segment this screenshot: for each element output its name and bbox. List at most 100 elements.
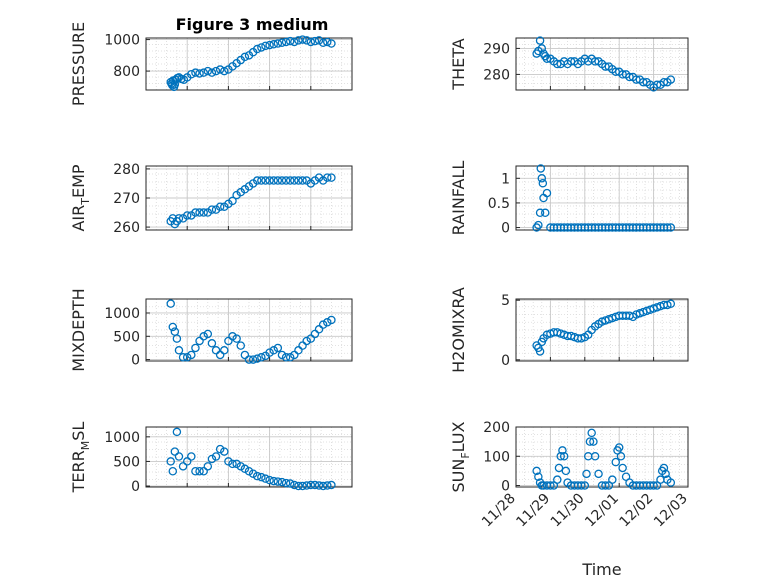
- data-point: [228, 332, 237, 341]
- data-point: [285, 353, 295, 362]
- data-point: [207, 68, 217, 77]
- data-point: [240, 464, 250, 474]
- series-markers: [532, 299, 676, 356]
- y-tick-label: 0.5: [488, 196, 510, 212]
- data-point: [199, 332, 208, 341]
- data-point: [290, 176, 299, 185]
- data-point: [310, 480, 320, 490]
- data-point: [224, 457, 233, 466]
- data-point: [261, 41, 270, 51]
- data-point: [601, 481, 610, 490]
- y-tick-label: 0: [131, 353, 140, 369]
- data-point: [580, 481, 590, 490]
- data-point: [666, 223, 676, 232]
- data-point: [318, 38, 328, 47]
- data-point: [594, 469, 603, 479]
- data-point: [257, 176, 266, 185]
- data-point: [261, 176, 270, 185]
- y-tick-label: 0: [501, 353, 510, 369]
- data-point: [323, 318, 332, 327]
- y-tick-label: 260: [113, 220, 140, 236]
- data-point: [666, 75, 676, 84]
- data-point: [265, 475, 274, 485]
- y-axis-label: PRESSURE: [69, 22, 88, 106]
- data-point: [294, 346, 303, 355]
- data-point: [661, 469, 670, 479]
- data-point: [172, 334, 182, 343]
- data-point: [281, 478, 291, 488]
- data-point: [220, 447, 229, 456]
- subplot-1: 800 1000 PRESSURE: [69, 22, 353, 106]
- data-point: [182, 211, 192, 220]
- data-point: [589, 437, 598, 446]
- data-point: [323, 173, 332, 182]
- data-point: [306, 37, 316, 47]
- data-point: [277, 350, 287, 360]
- data-point: [211, 66, 221, 76]
- data-point: [659, 463, 669, 473]
- data-point: [582, 469, 591, 479]
- data-point: [611, 457, 621, 467]
- y-tick-label: 1000: [104, 430, 140, 446]
- data-point: [172, 427, 182, 437]
- data-point: [224, 336, 233, 346]
- data-point: [215, 350, 225, 360]
- y-tick-label: 280: [483, 67, 510, 83]
- data-point: [298, 176, 307, 185]
- data-point: [281, 176, 291, 185]
- y-tick-label: 500: [113, 454, 140, 470]
- data-point: [240, 350, 250, 360]
- data-point: [178, 462, 188, 471]
- data-point: [187, 452, 196, 461]
- data-point: [302, 36, 311, 45]
- y-tick-label: 0: [131, 479, 140, 495]
- data-point: [269, 346, 278, 355]
- subplot-3: 260 270 280 AIRTEMP: [69, 162, 353, 236]
- data-point: [306, 480, 316, 490]
- data-point: [252, 471, 262, 481]
- data-point: [244, 355, 254, 364]
- subplot-6: 0 5 H2OMIXRA: [449, 287, 689, 373]
- data-point: [281, 353, 291, 362]
- data-point: [187, 69, 196, 79]
- data-point: [174, 214, 184, 223]
- data-point: [265, 176, 274, 185]
- data-point: [195, 336, 204, 346]
- data-point: [314, 325, 324, 334]
- data-point: [290, 37, 299, 47]
- y-tick-label: 1000: [104, 33, 140, 49]
- data-point: [310, 36, 320, 46]
- data-point: [318, 320, 328, 329]
- data-point: [559, 452, 569, 461]
- data-point: [211, 452, 221, 461]
- subplot-5: 0 500 1000 MIXDEPTH: [69, 288, 353, 372]
- data-point: [269, 40, 278, 49]
- figure-title: Figure 3 medium: [176, 15, 329, 34]
- data-point: [614, 443, 624, 452]
- axes-box: [145, 426, 353, 488]
- data-point: [261, 474, 270, 483]
- data-point: [203, 329, 213, 339]
- data-point: [277, 38, 287, 47]
- data-point: [290, 480, 299, 490]
- data-point: [269, 176, 278, 185]
- data-point: [215, 444, 225, 454]
- y-axis-label: MIXDEPTH: [69, 288, 88, 371]
- data-point: [537, 44, 547, 53]
- data-point: [252, 44, 262, 54]
- data-point: [546, 481, 555, 490]
- data-point: [538, 178, 548, 188]
- data-point: [535, 36, 545, 45]
- y-tick-label: 1: [501, 171, 510, 187]
- data-point: [327, 39, 336, 48]
- data-point: [587, 428, 596, 438]
- data-point: [290, 350, 299, 360]
- y-axis-label: SUNFLUX: [449, 421, 472, 492]
- series-markers: [166, 299, 336, 364]
- data-point: [666, 478, 676, 487]
- data-point: [537, 174, 547, 183]
- data-point: [170, 447, 180, 456]
- series-markers: [532, 428, 676, 490]
- data-point: [534, 220, 543, 230]
